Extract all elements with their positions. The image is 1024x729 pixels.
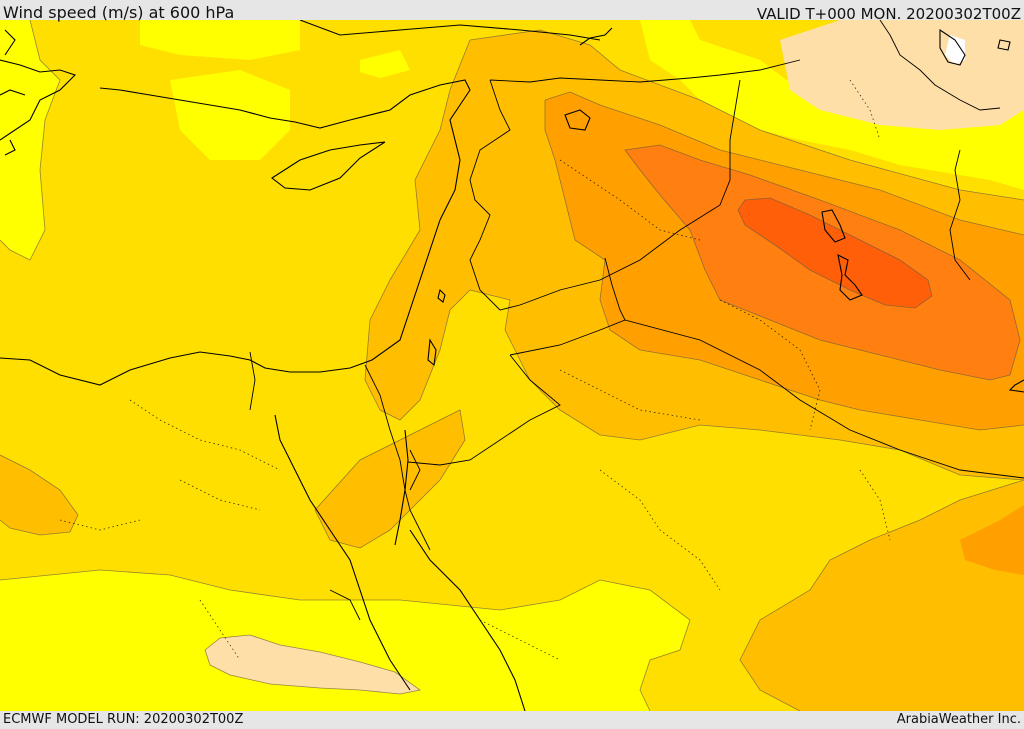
band-yellow-turkey <box>170 70 290 160</box>
map-footer: ECMWF MODEL RUN: 20200302T00Z ArabiaWeat… <box>0 711 1024 729</box>
band-amber-sinai <box>315 410 465 548</box>
band-orange-southeast <box>960 505 1024 575</box>
band-yellow-south <box>0 570 690 711</box>
band-amber-southeast <box>740 480 1024 711</box>
band-amber-libya <box>0 455 78 535</box>
band-light-sudan <box>205 635 420 694</box>
valid-time: VALID T+000 MON. 20200302T00Z <box>756 5 1021 23</box>
band-red-orange <box>738 198 932 308</box>
band-white-caspian <box>945 35 965 65</box>
map-title: Wind speed (m/s) at 600 hPa <box>3 3 235 22</box>
band-yellow-northeast <box>640 20 1024 190</box>
map-canvas <box>0 20 1024 711</box>
map-header: Wind speed (m/s) at 600 hPa VALID T+000 … <box>0 0 1024 23</box>
coastlines <box>0 20 1024 711</box>
wind-speed-map <box>0 20 1024 711</box>
band-yellow-west <box>0 20 60 260</box>
province-lines <box>59 79 891 661</box>
band-yellow-patch <box>360 50 410 78</box>
band-yellow-north <box>140 20 300 60</box>
credit-label: ArabiaWeather Inc. <box>896 712 1021 727</box>
borders <box>249 20 1024 621</box>
model-run-label: ECMWF MODEL RUN: 20200302T00Z <box>3 712 244 727</box>
contour-lines <box>0 20 1024 711</box>
